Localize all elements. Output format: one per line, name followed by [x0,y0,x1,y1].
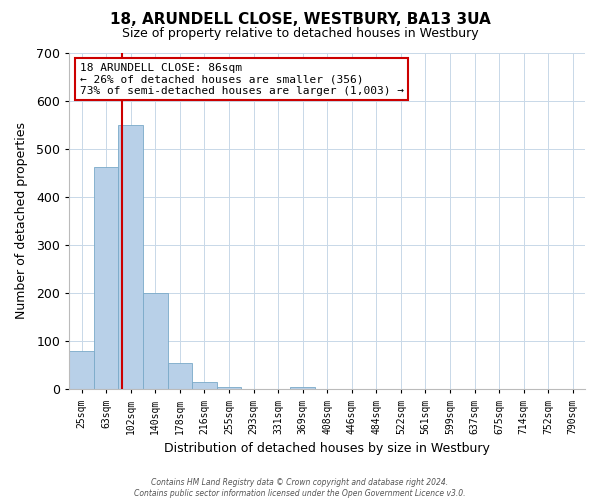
Bar [192,382,217,390]
Text: Contains HM Land Registry data © Crown copyright and database right 2024.
Contai: Contains HM Land Registry data © Crown c… [134,478,466,498]
Bar [143,293,167,390]
Text: Size of property relative to detached houses in Westbury: Size of property relative to detached ho… [122,28,478,40]
Bar [167,363,192,390]
Text: 18 ARUNDELL CLOSE: 86sqm
← 26% of detached houses are smaller (356)
73% of semi-: 18 ARUNDELL CLOSE: 86sqm ← 26% of detach… [80,62,404,96]
Bar [217,387,241,390]
Bar [290,387,315,390]
Y-axis label: Number of detached properties: Number of detached properties [15,122,28,320]
Bar [118,124,143,390]
Bar [94,167,118,390]
X-axis label: Distribution of detached houses by size in Westbury: Distribution of detached houses by size … [164,442,490,455]
Text: 18, ARUNDELL CLOSE, WESTBURY, BA13 3UA: 18, ARUNDELL CLOSE, WESTBURY, BA13 3UA [110,12,490,28]
Bar [70,351,94,390]
